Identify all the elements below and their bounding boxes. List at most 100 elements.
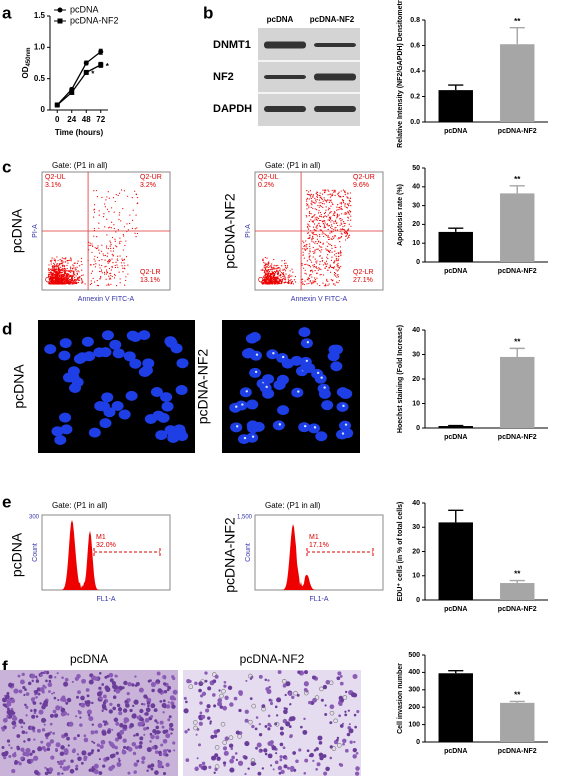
cell bbox=[298, 748, 302, 752]
flow-dot bbox=[335, 258, 337, 260]
flow-dot bbox=[318, 268, 321, 270]
flow-dot bbox=[323, 224, 325, 226]
flow-dot bbox=[277, 267, 279, 269]
flow-dot bbox=[122, 249, 124, 251]
x-tick-label: pcDNA bbox=[444, 748, 467, 755]
nucleus bbox=[300, 361, 313, 372]
cell bbox=[124, 700, 129, 704]
cell bbox=[183, 708, 189, 714]
flow-dot bbox=[335, 219, 337, 221]
cell bbox=[210, 734, 215, 739]
error-bar bbox=[448, 669, 464, 674]
flow-dot bbox=[325, 206, 327, 208]
bar bbox=[500, 583, 535, 600]
cell bbox=[230, 747, 233, 750]
cell bbox=[247, 767, 250, 770]
flow-dot bbox=[117, 229, 119, 231]
flow-dot bbox=[334, 194, 336, 197]
y-tick-label: 1.0 bbox=[34, 42, 46, 51]
cell bbox=[249, 697, 253, 700]
flow-dot bbox=[93, 227, 95, 230]
pore bbox=[211, 672, 217, 677]
flow-dot bbox=[104, 254, 107, 257]
flow-dot bbox=[284, 270, 287, 272]
flow-dot bbox=[101, 196, 103, 198]
flow-dot bbox=[268, 274, 270, 276]
cell bbox=[25, 692, 30, 696]
flow-dot bbox=[72, 283, 74, 285]
pore bbox=[293, 690, 298, 696]
flow-dot bbox=[103, 213, 105, 215]
flow-dot bbox=[114, 274, 116, 277]
cell bbox=[198, 721, 203, 726]
cell bbox=[270, 699, 273, 702]
cell bbox=[222, 746, 228, 751]
flow-dot bbox=[264, 270, 266, 273]
flow-dot bbox=[63, 277, 65, 279]
flow-dot bbox=[58, 277, 60, 279]
flow-dot bbox=[334, 250, 336, 252]
flow-dot bbox=[339, 228, 341, 230]
flow-dot bbox=[334, 212, 336, 214]
flow-dot bbox=[316, 191, 319, 193]
flow-dot bbox=[280, 281, 282, 283]
flow-dot bbox=[136, 227, 138, 229]
flow-dot bbox=[281, 260, 283, 262]
cell bbox=[223, 764, 226, 767]
flow-dot bbox=[54, 282, 56, 284]
cell bbox=[98, 686, 102, 690]
cell bbox=[143, 703, 146, 706]
flow-dot bbox=[322, 243, 324, 245]
bright-spot bbox=[323, 386, 326, 389]
flow-dot bbox=[346, 207, 349, 209]
cell bbox=[261, 767, 265, 770]
flow-dot bbox=[286, 266, 289, 268]
pore bbox=[237, 734, 242, 739]
y-tick-label: 0.4 bbox=[410, 68, 420, 75]
cell bbox=[223, 750, 229, 756]
quadrant-label: 3.1% bbox=[45, 182, 61, 189]
flow-dot bbox=[348, 223, 350, 225]
flow-dot bbox=[81, 269, 83, 271]
flow-dot bbox=[321, 198, 323, 200]
flow-dot bbox=[118, 218, 120, 221]
flow-dot bbox=[328, 224, 330, 227]
flow-dot bbox=[312, 194, 314, 196]
cell bbox=[48, 674, 53, 679]
flow-dot bbox=[343, 228, 345, 231]
flow-dot bbox=[281, 273, 284, 275]
flow-dot bbox=[341, 198, 344, 201]
y-tick-label: 0.6 bbox=[410, 42, 420, 49]
micrograph bbox=[0, 670, 178, 776]
cell bbox=[81, 678, 87, 684]
quadrant-label: Q2-LR bbox=[353, 269, 374, 276]
flow-dot bbox=[276, 283, 278, 285]
x-tick-label: pcDNA bbox=[444, 128, 467, 135]
cell bbox=[159, 720, 164, 725]
flow-dot bbox=[65, 278, 67, 281]
x-tick-label: pcDNA bbox=[444, 434, 467, 441]
cell bbox=[300, 725, 303, 729]
cell bbox=[46, 768, 49, 771]
flow-dot bbox=[64, 258, 67, 260]
flow-dot bbox=[61, 267, 63, 270]
flow-dot bbox=[63, 274, 65, 276]
cell bbox=[196, 757, 199, 760]
cell bbox=[279, 731, 285, 736]
cell bbox=[63, 748, 69, 754]
flow-dot bbox=[124, 268, 126, 270]
cell bbox=[322, 684, 328, 690]
flow-dot bbox=[330, 199, 332, 201]
flow-dot bbox=[312, 196, 314, 198]
bright-spot bbox=[236, 425, 239, 428]
flow-dot bbox=[314, 219, 316, 221]
flow-dot bbox=[71, 278, 74, 281]
flow-dot bbox=[109, 226, 111, 228]
bright-spot bbox=[282, 355, 285, 359]
y-axis-label: OD450nm bbox=[21, 47, 31, 78]
flow-dot bbox=[270, 265, 272, 267]
flow-dot bbox=[308, 207, 310, 209]
flow-dot bbox=[335, 226, 337, 229]
flow-dot bbox=[342, 226, 344, 228]
flow-dot bbox=[52, 275, 54, 277]
